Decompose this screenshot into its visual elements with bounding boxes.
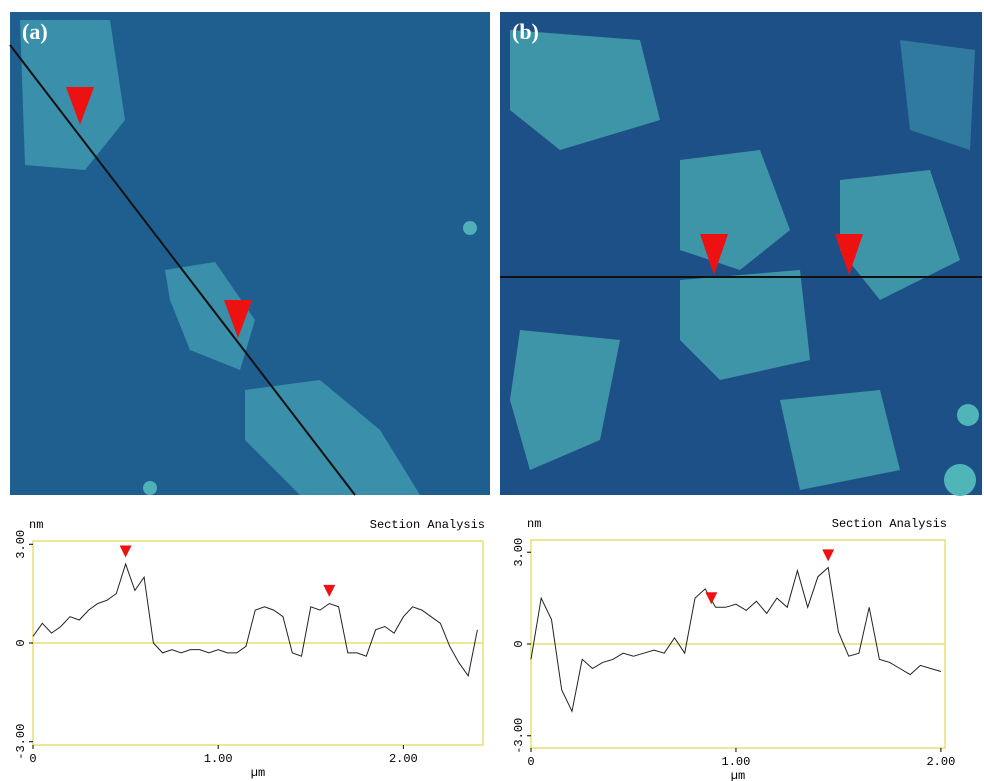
y-tick-label: 3.00: [512, 538, 526, 567]
chart-title: Section Analysis: [370, 518, 485, 532]
y-tick-label: 0: [14, 639, 28, 646]
profile-line: [32, 562, 478, 678]
x-tick-label: 0: [527, 755, 534, 769]
y-tick-label: -3.00: [512, 718, 526, 754]
chart-title: Section Analysis: [832, 517, 947, 531]
x-tick-label: 1.00: [204, 752, 233, 766]
panel-label: (a): [22, 19, 48, 44]
y-tick-label: 0: [512, 640, 526, 647]
afm-image-b: [500, 12, 982, 496]
x-tick-label: 2.00: [389, 752, 418, 766]
cursor-marker: [323, 584, 336, 597]
x-tick-label: 0: [29, 752, 36, 766]
x-axis-label: µm: [251, 766, 265, 780]
cursor-marker: [705, 592, 718, 605]
profile-line: [530, 566, 942, 713]
y-tick-label: 3.00: [14, 530, 28, 559]
y-axis-label: nm: [29, 518, 43, 532]
y-axis-label: nm: [527, 517, 541, 531]
afm-image-a: [9, 12, 490, 496]
y-tick-label: -3.00: [14, 724, 28, 760]
panel-label: (b): [512, 19, 539, 44]
x-tick-label: 2.00: [926, 755, 955, 769]
x-tick-label: 1.00: [722, 755, 751, 769]
cursor-marker: [119, 545, 132, 558]
x-axis-label: µm: [731, 769, 745, 781]
cursor-marker: [822, 549, 835, 562]
